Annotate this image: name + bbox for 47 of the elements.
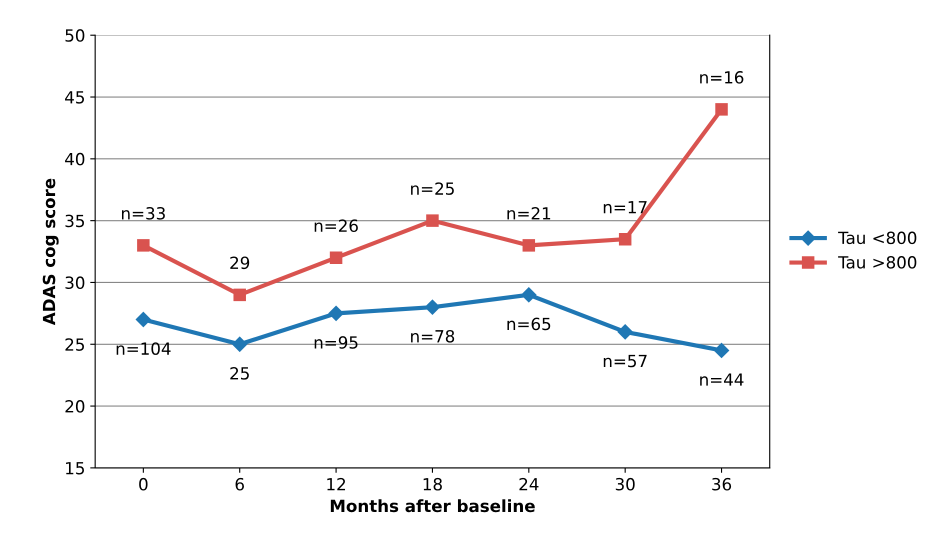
point [328, 306, 344, 321]
x-axis-title: Months after baseline [330, 499, 535, 512]
y-tick-label: 45 [65, 91, 84, 104]
point [424, 300, 440, 315]
point [522, 239, 536, 252]
legend-label: Tau <800 [838, 232, 916, 244]
annotation: n=65 [507, 318, 550, 330]
annotation: n=25 [411, 182, 454, 195]
point [521, 287, 536, 302]
x-tick-label: 6 [236, 478, 244, 491]
x-tick-label: 0 [139, 478, 148, 491]
annotation: n=104 [116, 342, 171, 355]
annotation: n=17 [604, 201, 647, 214]
annotation: n=21 [507, 207, 550, 220]
annotation: n=57 [604, 354, 647, 368]
annotation: n=16 [700, 71, 744, 84]
point [618, 324, 633, 340]
point [233, 288, 246, 302]
y-tick-label: 50 [66, 29, 84, 42]
point [136, 312, 151, 328]
y-axis-title: ADAS cog score [42, 178, 59, 326]
y-tick-label: 15 [66, 462, 84, 474]
y-tick-label: 20 [65, 400, 84, 413]
y-tick-label: 30 [66, 276, 84, 290]
annotation: n=44 [700, 373, 744, 386]
point [618, 232, 632, 246]
point [714, 342, 730, 358]
point [715, 103, 728, 116]
x-tick-label: 36 [712, 478, 732, 491]
annotation: n=26 [314, 219, 358, 232]
x-tick-label: 30 [616, 478, 635, 491]
point [426, 214, 439, 227]
y-tick-label: 35 [66, 214, 84, 228]
annotation: n=78 [411, 330, 454, 343]
legend-label: Tau >800 [838, 256, 916, 269]
x-tick-label: 12 [327, 478, 346, 490]
x-tick-label: 24 [519, 478, 538, 490]
point [330, 251, 342, 264]
y-tick-label: 25 [65, 338, 84, 351]
annotation: n=33 [122, 207, 165, 220]
annotation: 29 [230, 256, 250, 270]
annotation: n=95 [314, 336, 358, 349]
point [137, 239, 150, 252]
point [232, 336, 248, 352]
x-tick-label: 18 [424, 478, 442, 491]
annotation: 25 [230, 367, 249, 380]
y-tick-label: 40 [65, 152, 84, 166]
